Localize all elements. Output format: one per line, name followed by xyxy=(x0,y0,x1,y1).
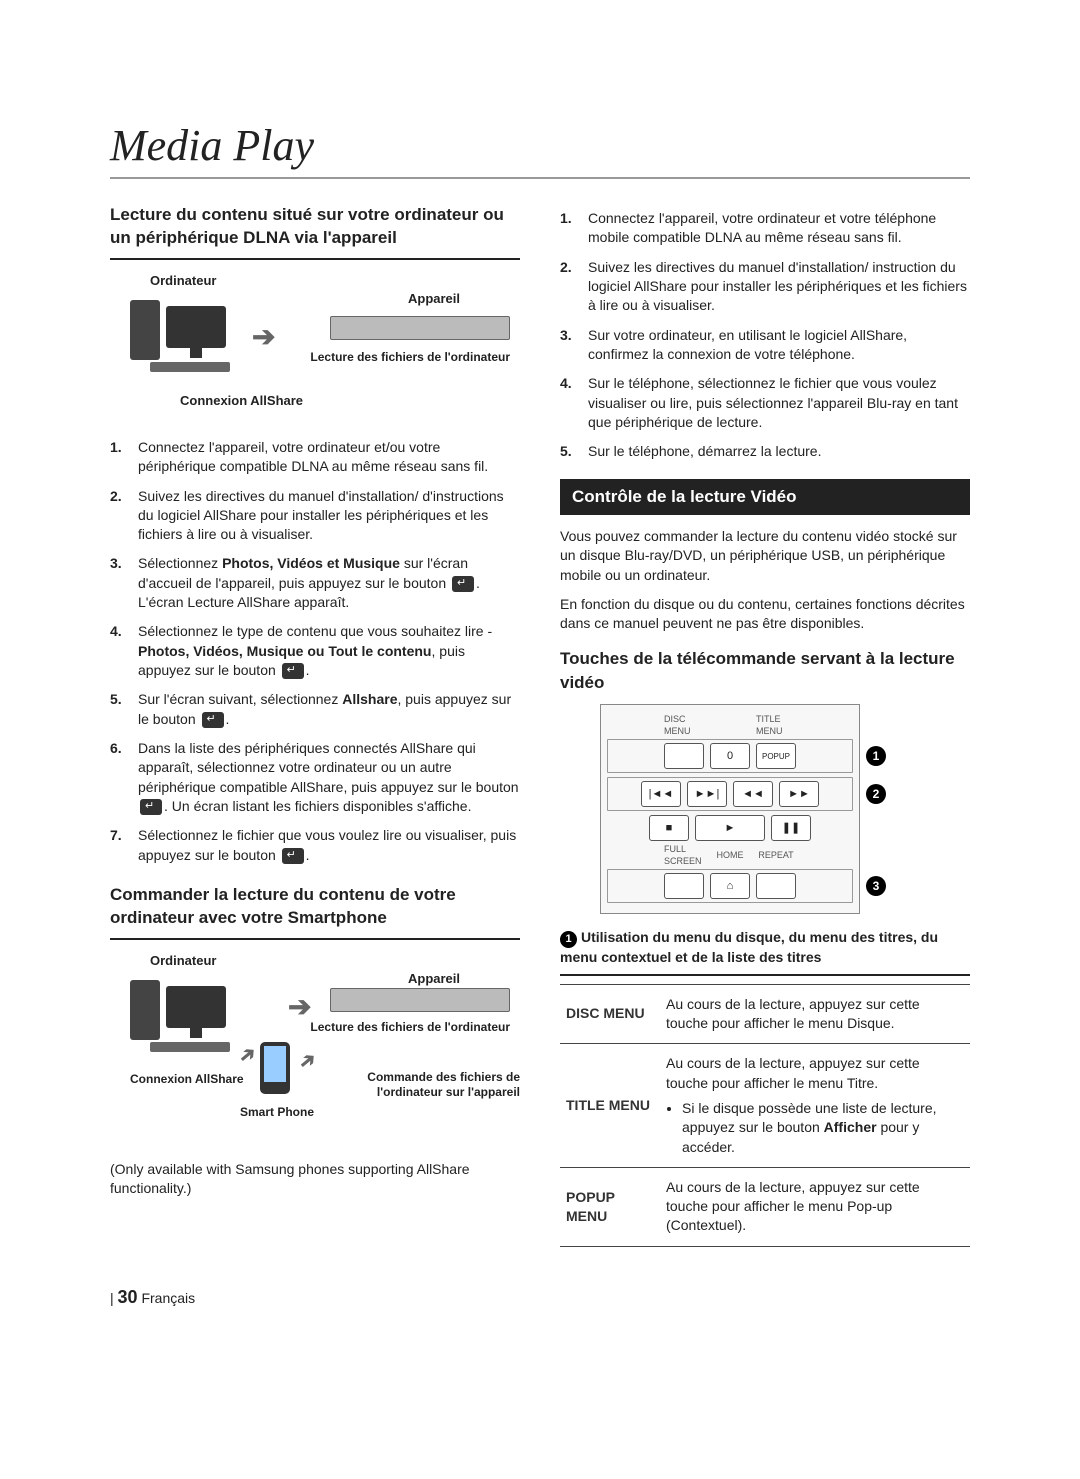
step-item: Sur le téléphone, sélectionnez le fichie… xyxy=(560,374,970,432)
diagram-b-caption-right: Lecture des fichiers de l'ordinateur xyxy=(310,1020,510,1035)
step-item: Sélectionnez Photos, Vidéos et Musique s… xyxy=(110,554,520,612)
table-key: POPUP MENU xyxy=(560,1167,660,1246)
remote-label: HOME xyxy=(710,845,750,865)
arrow-icon: ➔ xyxy=(293,1046,324,1078)
left-heading-a: Lecture du contenu situé sur votre ordin… xyxy=(110,203,520,260)
page-language: Français xyxy=(141,1290,195,1306)
left-column: Lecture du contenu situé sur votre ordin… xyxy=(110,203,520,1247)
paragraph: Vous pouvez commander la lecture du cont… xyxy=(560,527,970,585)
bluray-device-icon xyxy=(330,316,510,340)
diagram-b-caption-br: Commande des fichiers de l'ordinateur su… xyxy=(360,1070,520,1100)
diagram-b-label-pc: Ordinateur xyxy=(150,952,216,970)
menu-description-table: DISC MENUAu cours de la lecture, appuyez… xyxy=(560,984,970,1247)
diagram-caption-right: Lecture des fichiers de l'ordinateur xyxy=(310,350,510,365)
remote-button xyxy=(756,873,796,899)
section-banner-video: Contrôle de la lecture Vidéo xyxy=(560,479,970,514)
left-heading-b: Commander la lecture du contenu de votre… xyxy=(110,883,520,940)
steps-list-a: Connectez l'appareil, votre ordinateur e… xyxy=(110,438,520,865)
remote-label: FULL SCREEN xyxy=(664,845,704,865)
step-item: Dans la liste des périphériques connecté… xyxy=(110,739,520,816)
remote-button-stop: ■ xyxy=(649,815,689,841)
callout-number: 1 xyxy=(866,746,886,766)
diagram-b-label-device: Appareil xyxy=(408,970,460,988)
two-column-layout: Lecture du contenu situé sur votre ordin… xyxy=(110,203,970,1247)
step-item: Sélectionnez le fichier que vous voulez … xyxy=(110,826,520,865)
step-item: Suivez les directives du manuel d'instal… xyxy=(110,487,520,545)
bluray-device-icon xyxy=(330,988,510,1012)
callout-number: 2 xyxy=(866,784,886,804)
enter-button-icon xyxy=(282,848,304,864)
callout-number: 3 xyxy=(866,876,886,896)
callout-circle: 1 xyxy=(560,931,577,948)
step-item: Suivez les directives du manuel d'instal… xyxy=(560,258,970,316)
table-row: DISC MENUAu cours de la lecture, appuyez… xyxy=(560,984,970,1044)
remote-button-home: ⌂ xyxy=(710,873,750,899)
remote-button-popup: POPUP xyxy=(756,743,796,769)
diagram-label-device: Appareil xyxy=(408,290,460,308)
remote-button-skip-back: |◄◄ xyxy=(641,781,681,807)
pc-icon xyxy=(130,300,230,370)
step-item: Sélectionnez le type de contenu que vous… xyxy=(110,622,520,680)
manual-page: Media Play Lecture du contenu situé sur … xyxy=(0,0,1080,1368)
diagram-b-caption-bl: Connexion AllShare xyxy=(130,1072,244,1087)
remote-label: REPEAT xyxy=(756,845,796,865)
diagram-allshare-smartphone: Ordinateur Appareil ➔ Lecture des fichie… xyxy=(110,952,520,1152)
arrow-icon: ➔ xyxy=(252,318,275,357)
step-item: Sur l'écran suivant, sélectionnez Allsha… xyxy=(110,690,520,729)
step-item: Sur le téléphone, démarrez la lecture. xyxy=(560,442,970,461)
table-value: Au cours de la lecture, appuyez sur cett… xyxy=(660,1044,970,1168)
enter-button-icon xyxy=(452,576,474,592)
table-value: Au cours de la lecture, appuyez sur cett… xyxy=(660,984,970,1044)
remote-diagram: DISC MENU TITLE MENU 0 POPUP 1 |◄◄ ►►| ◄… xyxy=(600,704,860,914)
note-samsung-only: (Only available with Samsung phones supp… xyxy=(110,1160,520,1199)
remote-label: DISC MENU xyxy=(664,715,704,735)
remote-label: TITLE MENU xyxy=(756,715,796,735)
table-title: 1Utilisation du menu du disque, du menu … xyxy=(560,928,970,975)
remote-button: 0 xyxy=(710,743,750,769)
diagram-allshare-pc: Ordinateur Appareil ➔ Lecture des fichie… xyxy=(110,272,520,432)
remote-button xyxy=(664,743,704,769)
enter-button-icon xyxy=(282,663,304,679)
table-key: TITLE MENU xyxy=(560,1044,660,1168)
step-item: Sur votre ordinateur, en utilisant le lo… xyxy=(560,326,970,365)
table-title-text: Utilisation du menu du disque, du menu d… xyxy=(560,929,938,965)
table-value: Au cours de la lecture, appuyez sur cett… xyxy=(660,1167,970,1246)
diagram-label-pc: Ordinateur xyxy=(150,272,216,290)
step-item: Connectez l'appareil, votre ordinateur e… xyxy=(560,209,970,248)
page-title: Media Play xyxy=(110,120,970,179)
right-column: Connectez l'appareil, votre ordinateur e… xyxy=(560,203,970,1247)
table-row: POPUP MENUAu cours de la lecture, appuye… xyxy=(560,1167,970,1246)
steps-list-right-top: Connectez l'appareil, votre ordinateur e… xyxy=(560,209,970,461)
arrow-icon: ➔ xyxy=(288,988,311,1027)
paragraph: En fonction du disque ou du contenu, cer… xyxy=(560,595,970,634)
diagram-caption-bottom: Connexion AllShare xyxy=(180,392,303,410)
step-item: Connectez l'appareil, votre ordinateur e… xyxy=(110,438,520,477)
pc-icon xyxy=(130,980,230,1050)
remote-button-play: ► xyxy=(695,815,765,841)
remote-button-ffwd: ►► xyxy=(779,781,819,807)
page-footer: | 30 Français xyxy=(110,1287,970,1308)
enter-button-icon xyxy=(202,712,224,728)
table-key: DISC MENU xyxy=(560,984,660,1044)
subhead-remote: Touches de la télécommande servant à la … xyxy=(560,647,970,694)
remote-button xyxy=(664,873,704,899)
remote-button-pause: ❚❚ xyxy=(771,815,811,841)
enter-button-icon xyxy=(140,799,162,815)
remote-button-skip-fwd: ►►| xyxy=(687,781,727,807)
page-number: 30 xyxy=(118,1287,138,1307)
smartphone-icon xyxy=(260,1042,290,1094)
remote-button-rewind: ◄◄ xyxy=(733,781,773,807)
table-row: TITLE MENUAu cours de la lecture, appuye… xyxy=(560,1044,970,1168)
diagram-b-caption-phone: Smart Phone xyxy=(240,1104,314,1121)
